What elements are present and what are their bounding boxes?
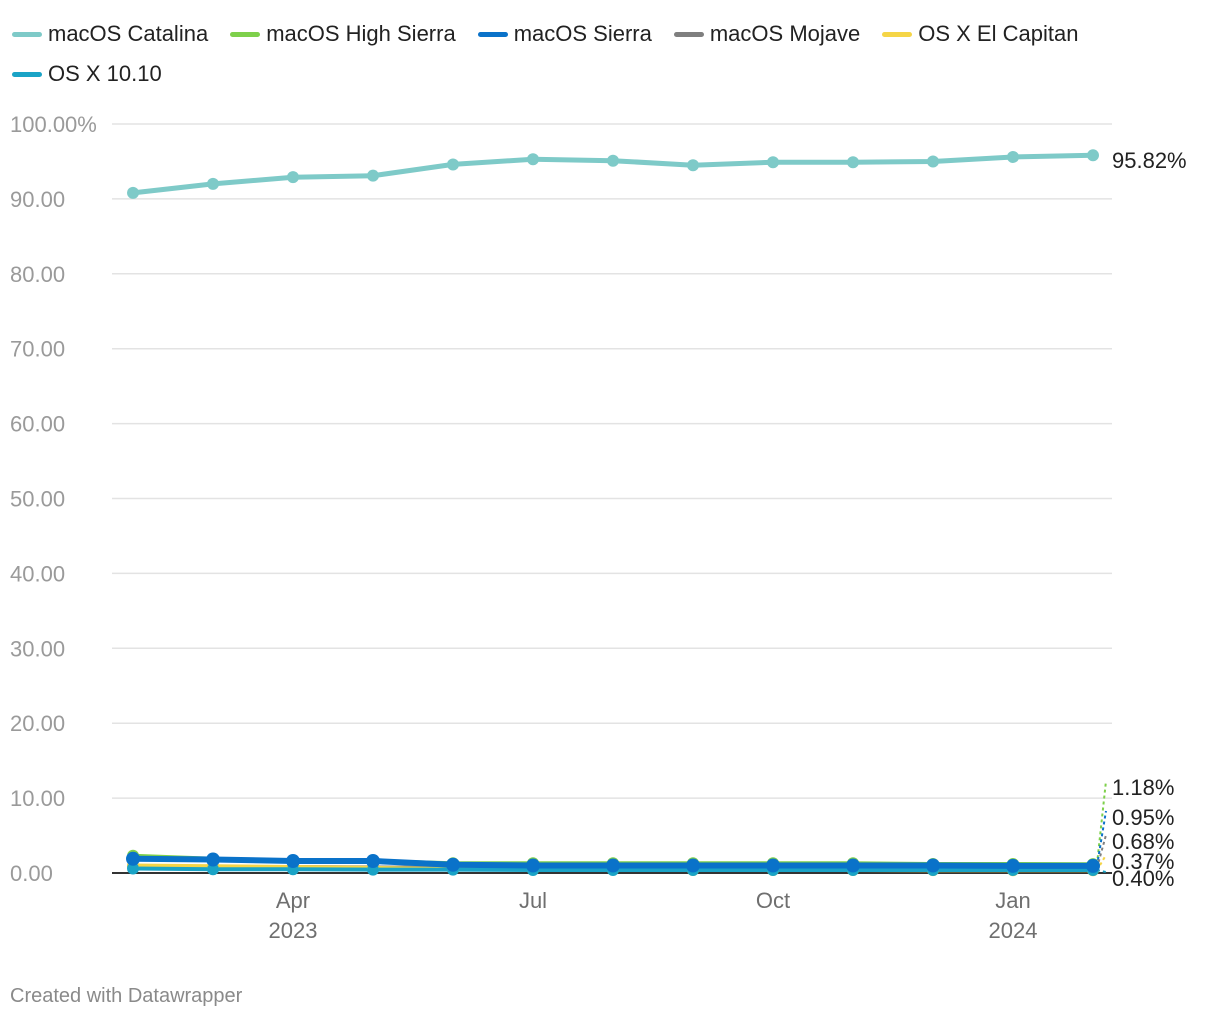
legend-label: macOS Sierra	[513, 21, 652, 46]
legend-swatch	[882, 31, 913, 37]
end-label-connector	[1096, 780, 1107, 865]
end-value-label: 0.40%	[1112, 866, 1174, 891]
data-point	[127, 186, 139, 199]
y-tick-label: 0.00	[10, 861, 53, 886]
end-value-label: 0.95%	[1112, 805, 1174, 830]
data-point	[686, 858, 700, 873]
data-point	[527, 153, 539, 166]
data-point	[287, 171, 299, 184]
legend-label: OS X 10.10	[48, 61, 162, 86]
data-point	[206, 852, 220, 867]
data-point	[127, 862, 139, 875]
y-tick-label: 70.00	[10, 337, 65, 362]
data-point	[766, 858, 780, 873]
data-point	[447, 158, 459, 171]
legend-item-macos-catalina[interactable]: macOS Catalina	[12, 21, 208, 47]
data-point	[847, 156, 859, 169]
legend-row-2: OS X 10.10	[12, 54, 1202, 94]
y-tick-label: 30.00	[10, 636, 65, 661]
y-tick-label: 40.00	[10, 561, 65, 586]
end-label-connectors	[1096, 780, 1107, 873]
end-value-label: 0.68%	[1112, 829, 1174, 854]
y-tick-label: 60.00	[10, 412, 65, 437]
data-point	[926, 858, 940, 873]
legend-swatch	[477, 31, 508, 37]
legend-row-1: macOS Catalina macOS High Sierra macOS S…	[12, 14, 1202, 54]
legend: macOS Catalina macOS High Sierra macOS S…	[12, 14, 1202, 94]
data-point	[286, 854, 300, 869]
y-tick-label: 90.00	[10, 187, 65, 212]
grid-lines	[112, 123, 1112, 874]
end-value-label: 95.82%	[1112, 148, 1187, 173]
data-point	[207, 177, 219, 190]
data-point	[767, 156, 779, 169]
end-labels: 95.82% 1.18% 0.95%0.68%0.37%0.40%	[1112, 148, 1187, 891]
data-point	[1007, 150, 1019, 163]
legend-label: OS X El Capitan	[918, 21, 1079, 46]
x-tick-year-label: 2023	[269, 918, 318, 943]
legend-item-macos-mojave[interactable]: macOS Mojave	[673, 21, 861, 47]
end-value-label: 0.37%	[1112, 849, 1174, 874]
legend-label: macOS Catalina	[48, 21, 209, 46]
series-points	[126, 149, 1100, 877]
data-point	[1086, 858, 1100, 873]
y-tick-label: 50.00	[10, 487, 65, 512]
legend-item-macos-sierra[interactable]: macOS Sierra	[477, 21, 652, 47]
x-tick-year-label: 2024	[989, 918, 1038, 943]
data-point	[366, 854, 380, 869]
data-point	[446, 857, 460, 872]
data-point	[606, 858, 620, 873]
data-point	[687, 159, 699, 172]
y-axis-tick-labels: 100.00% 90.00 80.00 70.00 60.00 50.00 40.00 30.…	[10, 112, 97, 886]
x-tick-label: Oct	[756, 888, 790, 913]
y-tick-label: 100.00%	[10, 112, 97, 137]
legend-item-os-x-el-capitan[interactable]: OS X El Capitan	[882, 21, 1078, 47]
y-tick-label: 10.00	[10, 786, 65, 811]
legend-swatch	[230, 31, 261, 37]
x-axis-tick-labels: Apr 2023 Jul Oct Jan 2024	[269, 888, 1038, 943]
legend-swatch	[12, 71, 42, 77]
legend-label: macOS High Sierra	[266, 21, 456, 46]
data-point	[207, 863, 219, 876]
x-tick-label: Jan	[995, 888, 1030, 913]
legend-swatch	[673, 31, 704, 37]
y-tick-label: 80.00	[10, 262, 65, 287]
data-point	[927, 155, 939, 168]
series-lines	[130, 152, 1096, 873]
legend-item-macos-high-sierra[interactable]: macOS High Sierra	[230, 21, 456, 47]
data-point	[1087, 149, 1099, 162]
data-point	[367, 169, 379, 182]
end-value-label: 1.18%	[1112, 775, 1174, 800]
x-tick-label: Jul	[519, 888, 547, 913]
data-point	[526, 858, 540, 873]
y-tick-label: 20.00	[10, 711, 65, 736]
data-point	[846, 858, 860, 873]
data-point	[1006, 858, 1020, 873]
data-point	[126, 851, 140, 866]
x-tick-label: Apr	[276, 888, 310, 913]
legend-swatch	[12, 31, 42, 37]
data-point	[607, 154, 619, 167]
legend-item-os-x-10-10[interactable]: OS X 10.10	[12, 61, 162, 87]
credit-text: Created with Datawrapper	[10, 985, 243, 1007]
legend-label: macOS Mojave	[709, 21, 861, 46]
